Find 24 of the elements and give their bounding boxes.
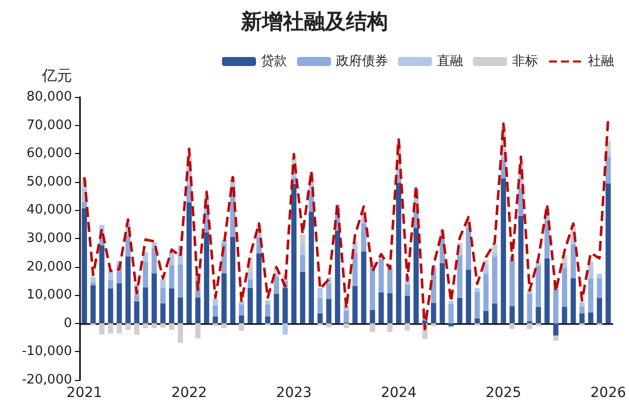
y-tick-label: 50,000 [26, 174, 72, 190]
y-tick-label: -10,000 [22, 344, 72, 360]
legend-label: 非标 [512, 54, 538, 69]
y-tick-label: 0 [64, 316, 72, 331]
x-tick-label: 2024 [380, 385, 417, 401]
x-tick-label: 2021 [66, 385, 102, 401]
legend-label: 政府债券 [336, 53, 388, 69]
y-tick-label: 10,000 [26, 288, 72, 303]
legend-label: 贷款 [261, 54, 287, 69]
legend-label: 直融 [437, 54, 463, 69]
x-tick-label: 2023 [276, 385, 312, 401]
y-axis-title: 亿元 [41, 66, 72, 84]
x-tick-label: 2022 [171, 385, 207, 401]
chart-title: 新增社融及结构 [240, 10, 388, 34]
y-tick-label: 20,000 [26, 259, 72, 274]
y-tick-label: 30,000 [26, 231, 72, 246]
x-tick-label: 2025 [486, 385, 522, 401]
legend-label: 社融 [588, 54, 614, 69]
y-tick-label: 80,000 [26, 90, 72, 104]
x-tick-label: 2026 [590, 385, 626, 401]
y-tick-label: 40,000 [26, 202, 72, 218]
y-tick-label: 60,000 [26, 146, 72, 162]
y-tick-label: -20,000 [22, 372, 72, 388]
y-tick-label: 70,000 [26, 118, 72, 133]
